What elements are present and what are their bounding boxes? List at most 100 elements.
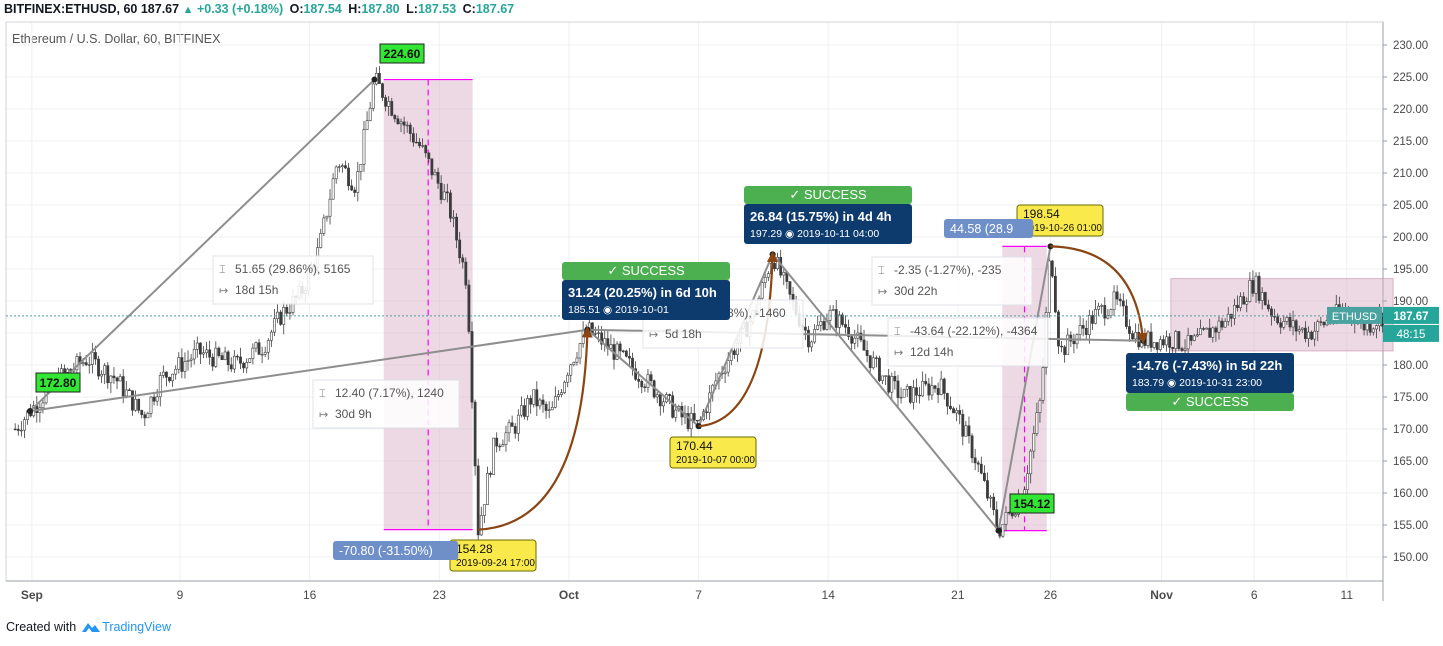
- candle: [1257, 271, 1261, 304]
- candle-body: [915, 387, 918, 396]
- candle-body: [979, 463, 983, 474]
- candle: [936, 382, 940, 403]
- candle: [905, 383, 909, 397]
- candle-body: [1162, 339, 1165, 346]
- open-value: 187.54: [303, 2, 342, 16]
- date-range-icon: ↦: [319, 409, 328, 421]
- value-label-box: [1009, 493, 1055, 514]
- candle-body: [288, 312, 292, 314]
- candle-body: [1094, 309, 1097, 324]
- candle: [939, 370, 943, 396]
- candle-body: [695, 419, 699, 422]
- candle-body: [1211, 327, 1215, 338]
- measure-note-span: 18d 15h: [235, 283, 278, 297]
- candle-body: [637, 378, 641, 382]
- candle-body: [1223, 320, 1227, 328]
- candle-body: [495, 437, 499, 447]
- tradingview-cloud-icon: [82, 623, 101, 632]
- candle: [1149, 323, 1153, 352]
- date-range-icon: ↦: [219, 285, 228, 297]
- candle-body: [177, 357, 181, 370]
- candle: [408, 122, 412, 142]
- anchor-point: [27, 408, 33, 415]
- candle: [884, 375, 888, 385]
- time-tick-label: 23: [433, 588, 447, 602]
- candle: [1128, 319, 1131, 342]
- candle-body: [424, 145, 428, 154]
- candle-body: [624, 350, 628, 357]
- candle-body: [498, 445, 502, 448]
- trend-line: [997, 246, 1052, 531]
- value-label-text: 170.44: [676, 439, 713, 453]
- candle: [263, 346, 267, 358]
- candle: [415, 133, 418, 144]
- candle-body: [878, 357, 881, 381]
- candle-body: [949, 405, 952, 409]
- candle: [405, 121, 409, 133]
- candle: [766, 271, 770, 282]
- candle-body: [1029, 450, 1033, 475]
- time-tick-label: Oct: [559, 588, 579, 602]
- candle: [331, 173, 335, 200]
- candle: [859, 325, 863, 343]
- candle: [976, 460, 980, 473]
- candle-body: [847, 326, 850, 337]
- candle-body: [189, 358, 193, 361]
- candle: [982, 465, 986, 482]
- candle: [13, 423, 17, 431]
- candle: [970, 433, 974, 464]
- candle-body: [961, 414, 965, 437]
- candle: [498, 443, 502, 452]
- candle-body: [174, 368, 178, 375]
- curved-arrows: [478, 245, 1148, 531]
- candle-body: [442, 191, 446, 200]
- candle-body: [1109, 309, 1113, 316]
- candle: [513, 423, 517, 439]
- candle: [519, 396, 523, 418]
- candle: [112, 367, 116, 384]
- candle: [100, 370, 104, 384]
- high-value: 187.80: [361, 2, 400, 16]
- candle-body: [1165, 336, 1168, 346]
- candle-body: [692, 413, 696, 421]
- candle-body: [439, 183, 443, 200]
- price-tick-label: 220.00: [1393, 104, 1428, 116]
- candle: [952, 406, 955, 414]
- candle-body: [161, 371, 165, 376]
- anchor-point: [995, 527, 1002, 534]
- candle-body: [1251, 280, 1255, 294]
- candle-body: [1004, 512, 1008, 525]
- candle: [337, 164, 341, 173]
- measure-note: ⌶ -2.35 (-1.27%), -235 ↦ 30d 22h: [871, 256, 1033, 306]
- candle: [492, 437, 496, 475]
- candle-body: [896, 380, 900, 398]
- time-tick-label: 6: [1251, 588, 1258, 602]
- candle-body: [202, 352, 205, 355]
- candle: [1226, 306, 1230, 326]
- candle: [211, 353, 215, 372]
- candle: [945, 392, 949, 415]
- candle: [1097, 302, 1101, 316]
- candle: [581, 321, 585, 348]
- candle-body: [492, 437, 496, 475]
- tradingview-link[interactable]: TradingView: [80, 620, 171, 634]
- candle: [566, 372, 570, 388]
- candle-body: [865, 350, 869, 356]
- candle: [362, 120, 366, 172]
- candle: [896, 374, 900, 408]
- candle: [1288, 312, 1292, 332]
- candle-body: [1001, 523, 1005, 537]
- candle: [887, 368, 891, 395]
- candle-body: [365, 120, 369, 130]
- candle-body: [600, 332, 604, 345]
- candle: [949, 396, 952, 411]
- candle: [1202, 326, 1205, 331]
- candle: [1121, 293, 1125, 316]
- candle-body: [933, 385, 937, 389]
- candle: [165, 371, 168, 387]
- candle-body: [1091, 315, 1094, 324]
- candle: [158, 372, 162, 407]
- candle-body: [149, 396, 153, 414]
- candle: [1162, 335, 1165, 349]
